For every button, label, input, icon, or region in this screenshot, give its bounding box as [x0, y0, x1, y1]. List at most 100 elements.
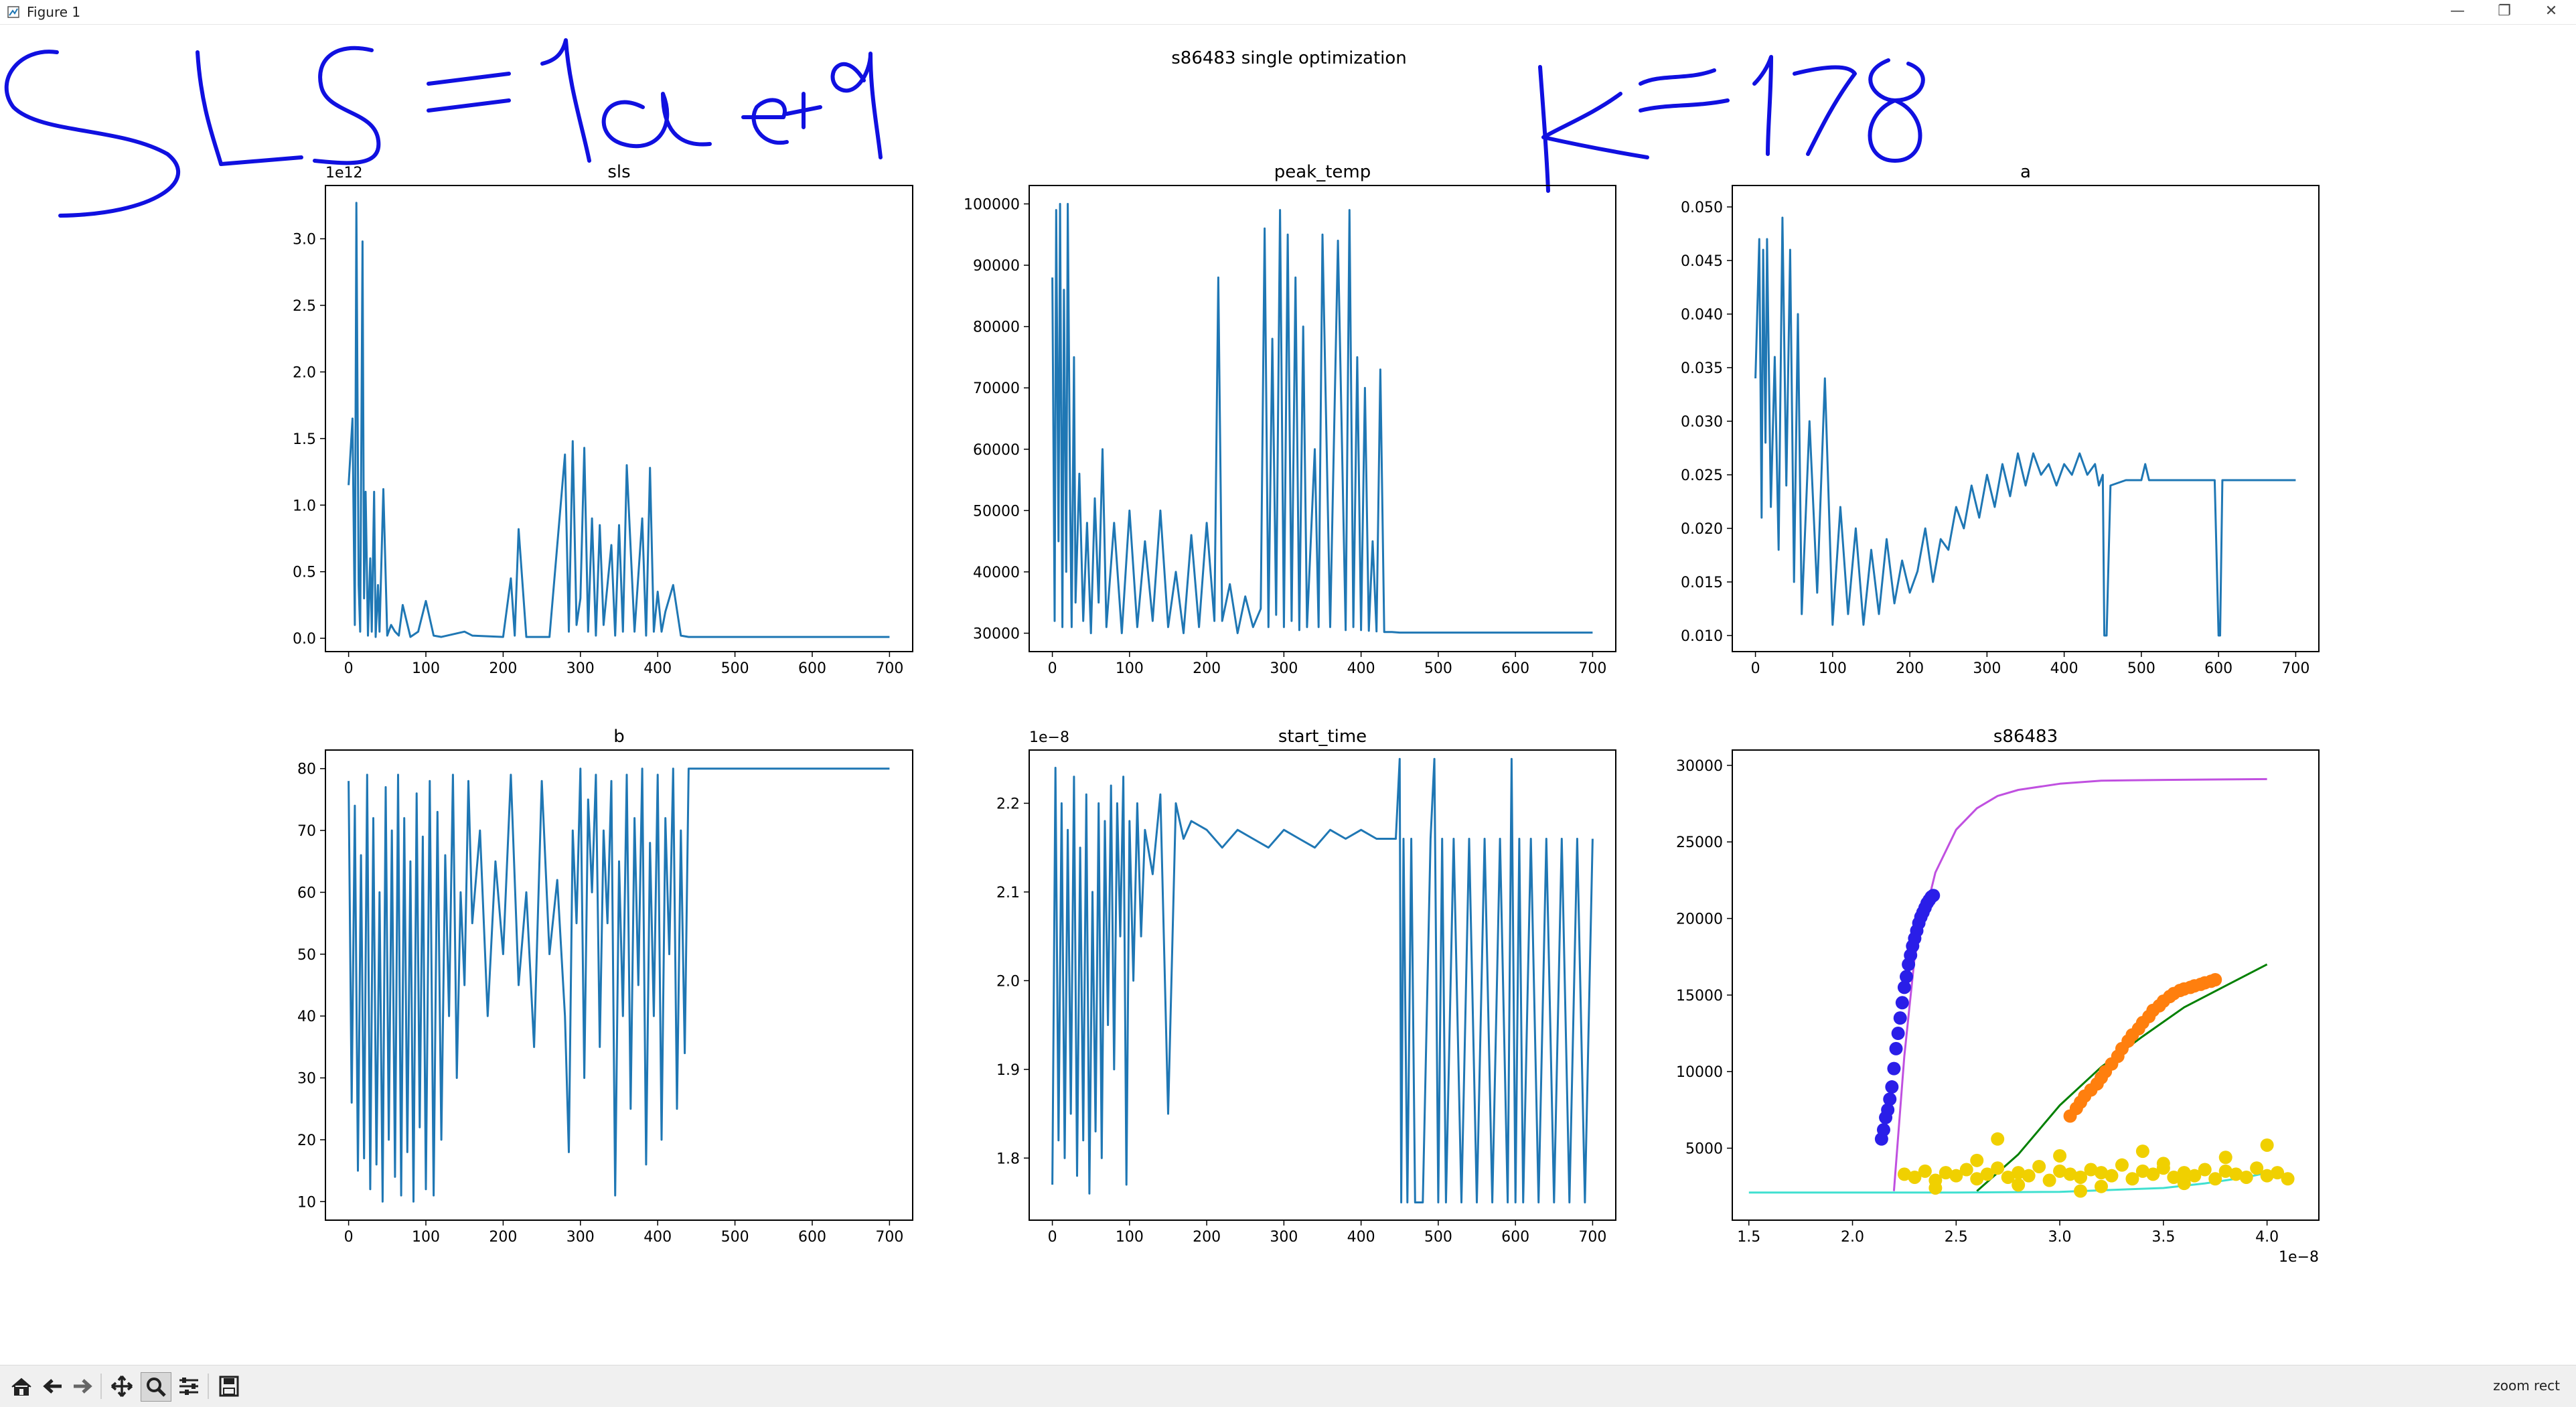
data-point	[2063, 1167, 2077, 1181]
data-point	[2218, 1151, 2232, 1165]
restore-button[interactable]: ❐	[2498, 3, 2511, 19]
y-tick-label: 0.045	[1681, 253, 1723, 270]
navigation-toolbar: zoom rect	[0, 1365, 2576, 1407]
y-tick-label: 80000	[973, 319, 1020, 336]
data-point	[2177, 1177, 2191, 1191]
data-point	[2053, 1149, 2067, 1163]
data-point	[1881, 1103, 1895, 1117]
data-point	[2167, 1170, 2181, 1184]
y-tick-label: 50	[297, 947, 316, 964]
x-tick-label: 2.5	[1945, 1229, 1968, 1246]
data-point	[1949, 1169, 1963, 1183]
axes-frame	[325, 749, 913, 1221]
toolbar-separator	[100, 1374, 102, 1399]
x-tick-label: 1.5	[1737, 1229, 1760, 1246]
x-tick-label: 100	[412, 660, 440, 677]
x-tick-label: 0	[1048, 1229, 1057, 1246]
data-point	[2084, 1163, 2098, 1177]
series-a-line	[1754, 216, 2296, 637]
y-tick-label: 1.8	[996, 1151, 1020, 1167]
handwritten-k-annotation	[1538, 55, 1925, 193]
data-point	[2074, 1184, 2088, 1198]
x-tick-label: 0	[1751, 660, 1760, 677]
data-point	[2271, 1166, 2285, 1180]
data-point	[2094, 1166, 2108, 1180]
x-tick-label: 700	[875, 660, 903, 677]
x-tick-label: 200	[1193, 660, 1221, 677]
minimize-button[interactable]: —	[2450, 3, 2465, 19]
configure-subplots-icon[interactable]	[174, 1372, 204, 1400]
data-point	[2042, 1173, 2056, 1187]
x-tick-label: 300	[566, 1229, 595, 1246]
x-tick-label: 4.0	[2255, 1229, 2279, 1246]
data-point	[1885, 1080, 1899, 1094]
data-point	[2239, 1170, 2253, 1184]
y-tick-label: 2.0	[996, 973, 1020, 990]
y-tick-label: 60	[297, 885, 316, 901]
series-yellow-dots	[1897, 1132, 2295, 1198]
y-tick-label: 2.1	[996, 885, 1020, 901]
x-tick-label: 400	[643, 660, 672, 677]
x-tick-label: 0	[344, 660, 354, 677]
series-peak_temp-line	[1051, 203, 1593, 634]
data-point	[2177, 1166, 2191, 1180]
data-point	[2281, 1172, 2295, 1186]
pan-icon[interactable]	[107, 1372, 137, 1400]
axes-peak-temp: peak_temp 0 100 200 300 400 500 600 700 30000 4000…	[964, 162, 1616, 677]
axes-start-time: start_time 1e−8 0 100 200 300 400 500 600 700 1.8 1…	[996, 727, 1616, 1246]
x-tick-label: 500	[2127, 660, 2155, 677]
series-sls-line	[348, 202, 890, 638]
x-tick-label: 200	[489, 1229, 517, 1246]
axis-offset-text: 1e−8	[2279, 1249, 2319, 1266]
x-tick-label: 400	[1347, 1229, 1375, 1246]
y-tick-label: 2.2	[996, 796, 1020, 812]
home-icon[interactable]	[7, 1372, 36, 1400]
x-tick-label: 2.0	[1841, 1229, 1864, 1246]
data-point	[2115, 1158, 2129, 1172]
y-tick-label: 2.0	[293, 364, 316, 381]
data-point	[1897, 1167, 1911, 1181]
x-tick-label: 400	[2050, 660, 2078, 677]
axes-sls: sls 1e12 0 100 200 300 400 500 600 700 0.0 0.5 1.0 1.…	[293, 162, 913, 677]
plot-area	[1754, 216, 2296, 637]
x-tick-label: 200	[489, 660, 517, 677]
y-tick-label: 3.0	[293, 232, 316, 248]
y-tick-label: 60000	[973, 442, 1020, 459]
x-tick-label: 300	[1270, 660, 1298, 677]
window-titlebar: Figure 1 — ❐ ✕	[0, 0, 2576, 25]
y-tick-label: 20000	[1676, 911, 1723, 928]
data-point	[2260, 1169, 2274, 1183]
data-point	[1893, 1011, 1907, 1025]
back-arrow-icon[interactable]	[39, 1372, 68, 1400]
y-tick-label: 25000	[1676, 834, 1723, 851]
y-tick-label: 40	[297, 1009, 316, 1025]
data-point	[1928, 1181, 1943, 1195]
y-tick-label: 15000	[1676, 988, 1723, 1005]
save-icon[interactable]	[214, 1372, 244, 1400]
data-point	[1926, 889, 1941, 903]
axes-title: a	[2020, 162, 2031, 182]
y-tick-label: 2.5	[293, 298, 316, 315]
data-point	[2229, 1167, 2243, 1181]
y-tick-label: 30000	[1676, 758, 1723, 775]
y-tick-label: 0.050	[1681, 200, 1723, 216]
x-tick-label: 600	[1501, 1229, 1529, 1246]
data-point	[1908, 1170, 1922, 1184]
zoom-icon[interactable]	[141, 1372, 171, 1402]
x-tick-label: 100	[412, 1229, 440, 1246]
data-point	[2053, 1164, 2067, 1178]
data-point	[1939, 1166, 1953, 1180]
forward-arrow-icon[interactable]	[67, 1372, 96, 1400]
y-tick-label: 0.035	[1681, 360, 1723, 377]
series-orange-dots	[2063, 972, 2222, 1123]
close-button[interactable]: ✕	[2545, 3, 2558, 19]
data-point	[2012, 1178, 2026, 1192]
y-tick-label: 0.015	[1681, 575, 1723, 591]
data-point	[1889, 1041, 1903, 1055]
data-point	[2135, 1144, 2149, 1159]
x-tick-label: 300	[1270, 1229, 1298, 1246]
x-tick-label: 700	[1578, 1229, 1606, 1246]
y-tick-label: 0.5	[293, 565, 316, 581]
data-point	[1991, 1161, 2005, 1175]
y-tick-label: 20	[297, 1132, 316, 1149]
